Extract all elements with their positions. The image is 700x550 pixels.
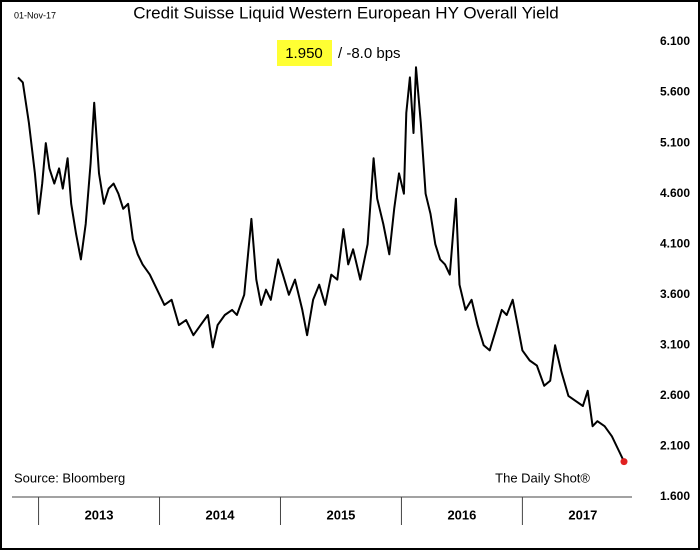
y-tick-label: 2.600 <box>660 388 690 402</box>
y-tick-label: 4.100 <box>660 236 690 250</box>
end-marker <box>620 458 628 466</box>
source: Source: Bloomberg <box>14 470 125 485</box>
x-tick-label: 2016 <box>447 507 476 522</box>
change-label: / -8.0 bps <box>338 45 401 62</box>
y-tick-label: 1.600 <box>660 489 690 503</box>
line <box>17 66 625 463</box>
highlight <box>277 40 332 66</box>
y-tick-label: 5.600 <box>660 85 690 99</box>
y-tick-label: 3.600 <box>660 287 690 301</box>
x-tick-label: 2013 <box>85 507 114 522</box>
x-tick-label: 2017 <box>568 507 597 522</box>
date-label: 01-Nov-17 <box>14 10 56 20</box>
y-tick-label: 4.600 <box>660 186 690 200</box>
x-tick-label: 2014 <box>206 507 236 522</box>
chart-title: Credit Suisse Liquid Western European HY… <box>133 3 559 22</box>
y-tick-label: 2.100 <box>660 439 690 453</box>
x-tick-label: 2015 <box>326 507 355 522</box>
credit: The Daily Shot® <box>495 470 590 485</box>
y-tick-label: 3.100 <box>660 338 690 352</box>
y-tick-label: 5.100 <box>660 135 690 149</box>
y-tick-label: 6.100 <box>660 34 690 48</box>
last-value-label: 1.950 <box>285 45 323 62</box>
